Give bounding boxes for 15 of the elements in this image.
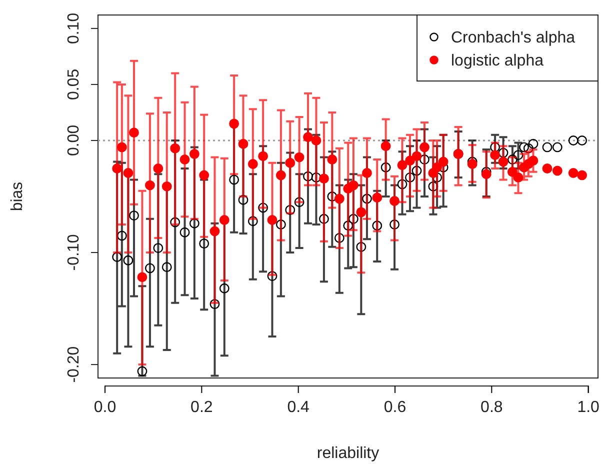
x-tick-label: 0.0 bbox=[94, 399, 116, 416]
y-tick-label: 0.00 bbox=[66, 124, 83, 156]
x-tick-label: 0.2 bbox=[190, 399, 213, 416]
legend-label: Cronbach's alpha bbox=[451, 30, 576, 47]
y-axis-title: bias bbox=[9, 182, 26, 212]
x-tick-label: 1.0 bbox=[577, 399, 600, 416]
x-axis-title: reliability bbox=[316, 445, 380, 462]
y-tick-label: 0.10 bbox=[66, 12, 83, 44]
y-tick-label: -0.20 bbox=[66, 346, 83, 383]
x-tick-label: 0.4 bbox=[287, 399, 310, 416]
x-tick-label: 0.8 bbox=[480, 399, 503, 416]
y-tick-label: -0.10 bbox=[66, 234, 83, 271]
y-tick-label: 0.05 bbox=[66, 68, 83, 100]
legend-label: logistic alpha bbox=[451, 52, 544, 70]
x-tick-label: 0.6 bbox=[384, 399, 406, 416]
